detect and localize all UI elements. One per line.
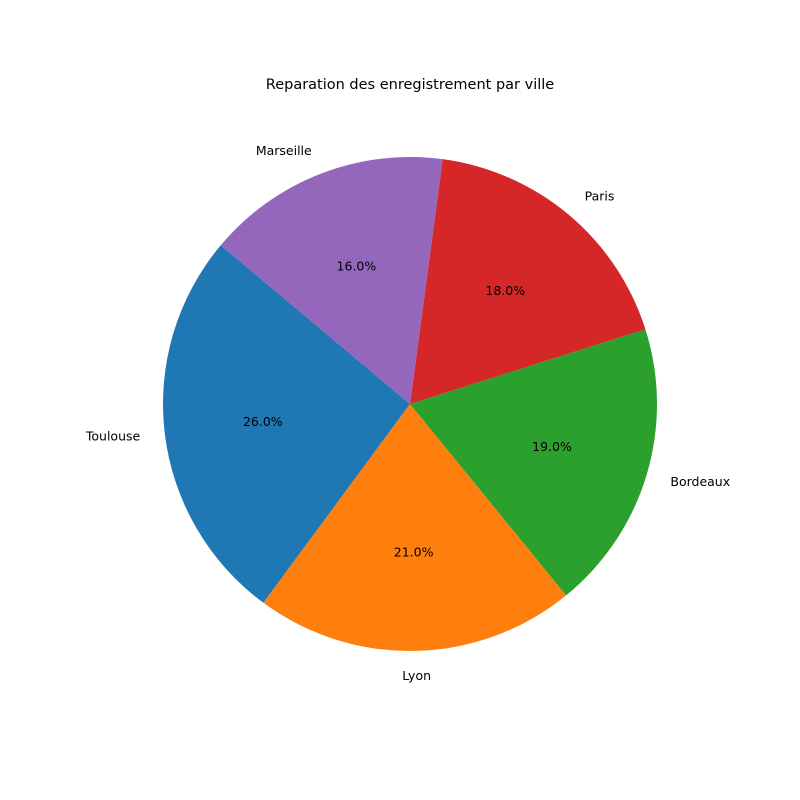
pie-slice-paris (410, 159, 646, 404)
slice-label-paris: Paris (585, 188, 615, 203)
slice-label-marseille: Marseille (256, 143, 312, 158)
slice-label-lyon: Lyon (402, 668, 431, 683)
pie-slice-marseille (220, 157, 443, 404)
pct-label-toulouse: 26.0% (243, 414, 283, 429)
pie-slice-lyon (263, 404, 567, 652)
pct-label-lyon: 21.0% (394, 545, 434, 560)
pie-slice-bordeaux (410, 329, 658, 596)
pie-slice-toulouse (162, 245, 410, 603)
pie-slices (162, 157, 658, 652)
slice-label-bordeaux: Bordeaux (670, 474, 730, 489)
pie-labels: Toulouse 26.0% Lyon 21.0% Bordeaux 19.0% Paris… (85, 143, 730, 683)
pct-label-marseille: 16.0% (337, 258, 377, 273)
chart-title: Reparation des enregistrement par ville (266, 77, 555, 93)
pct-label-paris: 18.0% (485, 283, 525, 298)
slice-label-toulouse: Toulouse (85, 429, 141, 444)
pct-label-bordeaux: 19.0% (532, 439, 572, 454)
